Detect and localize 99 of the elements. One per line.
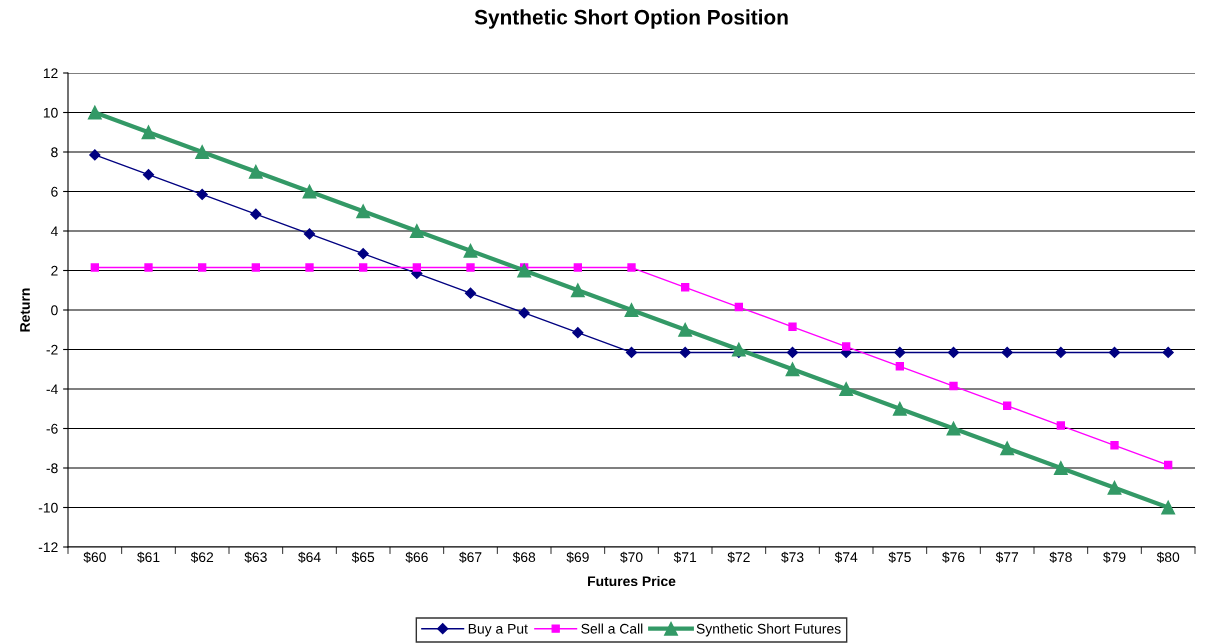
point [517, 263, 532, 278]
x-tick-label: $60 [83, 551, 106, 563]
point [466, 263, 475, 272]
point [680, 283, 690, 292]
point [1055, 346, 1067, 359]
y-tick-label: 4 [50, 226, 58, 237]
y-tick-label: -6 [46, 423, 58, 434]
legend-label: Sell a Call [581, 623, 643, 634]
point [892, 401, 907, 416]
x-tick-label: $63 [244, 551, 267, 563]
x-tick-label: $74 [834, 551, 858, 563]
point [195, 145, 210, 159]
point [786, 346, 799, 359]
y-axis-title: Return [20, 288, 30, 332]
x-tick-label: $66 [405, 551, 428, 563]
x-tick-label: $75 [888, 551, 911, 563]
point [412, 263, 422, 272]
point [303, 228, 316, 240]
point [464, 287, 477, 299]
point [1161, 500, 1176, 515]
chart-title: Synthetic Short Option Position [474, 9, 788, 29]
point [302, 184, 317, 199]
point [679, 346, 691, 359]
y-tick-label: 8 [51, 147, 58, 158]
x-tick-label: $76 [942, 551, 965, 563]
y-tick-label: -2 [46, 344, 58, 355]
x-axis-title: Futures Price [588, 575, 676, 587]
point [248, 164, 263, 179]
point [89, 149, 101, 161]
x-tick-label: $70 [620, 551, 643, 563]
x-tick-label: $61 [137, 551, 160, 563]
point [731, 342, 746, 357]
point [1162, 346, 1174, 359]
point [1000, 441, 1015, 456]
point [358, 263, 368, 272]
point [197, 263, 207, 272]
point [734, 302, 744, 312]
point [409, 224, 424, 238]
point [1053, 461, 1068, 475]
y-tick-label: 2 [51, 265, 58, 276]
y-tick-label: -12 [38, 542, 58, 553]
point [947, 346, 960, 359]
x-tick-label: $78 [1049, 551, 1072, 563]
point [572, 327, 584, 339]
point [463, 243, 478, 258]
point [573, 263, 583, 272]
point [788, 322, 797, 331]
y-tick-label: -10 [38, 502, 58, 513]
point [141, 125, 156, 140]
point [357, 248, 369, 260]
point [946, 421, 961, 436]
point [570, 283, 585, 298]
point [1002, 401, 1012, 410]
y-tick-label: 0 [51, 305, 58, 316]
point [1056, 421, 1066, 430]
x-tick-label: $73 [781, 551, 804, 563]
x-tick-label: $69 [566, 551, 589, 563]
point [949, 381, 958, 391]
point [87, 105, 102, 120]
x-tick-label: $79 [1103, 551, 1126, 563]
legend-label: Synthetic Short Futures [696, 623, 841, 637]
x-tick-label: $68 [512, 551, 536, 563]
point [624, 303, 639, 317]
x-tick-label: $80 [1156, 551, 1180, 563]
point [305, 263, 314, 272]
x-tick-label: $62 [190, 551, 214, 563]
point [144, 263, 153, 272]
y-tick-label: 6 [51, 186, 58, 197]
point [356, 204, 371, 219]
point [625, 346, 638, 359]
x-tick-label: $71 [673, 551, 697, 563]
point [196, 188, 208, 201]
x-tick-label: $65 [351, 551, 375, 563]
point [142, 169, 155, 181]
point [785, 362, 800, 377]
x-tick-label: $64 [298, 551, 321, 563]
point [895, 362, 905, 371]
point [1110, 441, 1119, 450]
point [1163, 460, 1173, 470]
point [678, 322, 693, 337]
point [1001, 346, 1013, 359]
y-tick-label: 12 [43, 68, 58, 79]
legend-label: Buy a Put [468, 624, 528, 637]
point [90, 263, 100, 272]
point [627, 263, 636, 272]
point [839, 382, 854, 396]
y-tick-label: -4 [46, 384, 58, 395]
point [518, 307, 530, 319]
point [251, 263, 261, 272]
point [1108, 346, 1121, 359]
point [841, 342, 851, 351]
point [250, 208, 262, 220]
y-tick-label: -8 [46, 463, 58, 474]
point [1107, 480, 1122, 495]
x-tick-label: $72 [727, 551, 750, 563]
x-tick-label: $77 [995, 551, 1019, 563]
x-tick-label: $67 [459, 551, 482, 563]
y-tick-label: 10 [43, 107, 58, 118]
point [894, 346, 906, 359]
